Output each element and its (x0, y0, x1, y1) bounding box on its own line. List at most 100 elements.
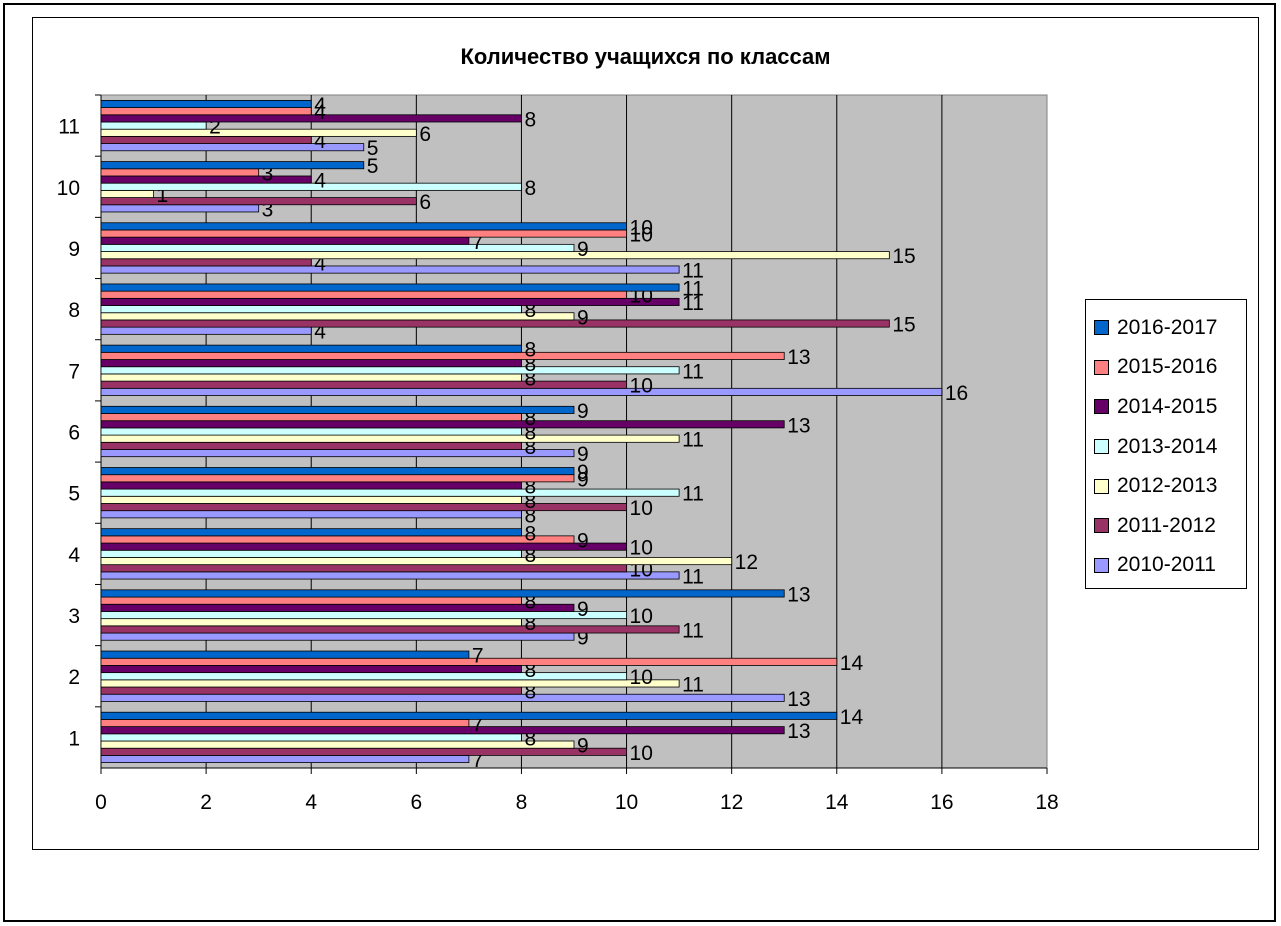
legend-item: 2011-2012 (1094, 506, 1246, 546)
x-tick-label: 18 (1035, 791, 1058, 814)
bar (101, 626, 679, 633)
data-label: 13 (787, 583, 810, 606)
bar (101, 673, 627, 680)
legend-swatch (1094, 320, 1109, 335)
bar (101, 421, 784, 428)
bar (101, 122, 206, 129)
data-label: 14 (840, 706, 864, 729)
bar (101, 115, 521, 122)
legend-swatch (1094, 399, 1109, 414)
bar (101, 259, 311, 266)
bar (101, 313, 574, 320)
y-tick-label: 4 (68, 544, 80, 567)
data-label: 7 (472, 645, 484, 668)
legend-label: 2015-2016 (1117, 355, 1217, 379)
x-tick-label: 16 (930, 791, 953, 814)
data-label: 10 (630, 375, 653, 398)
bar (101, 406, 574, 413)
bar (101, 597, 521, 604)
bar (101, 266, 679, 273)
data-label: 11 (682, 619, 704, 642)
legend-swatch (1094, 439, 1109, 454)
bar (101, 755, 469, 762)
legend-label: 2013-2014 (1117, 435, 1217, 459)
legend-item: 2012-2013 (1094, 466, 1246, 506)
bar (101, 162, 364, 169)
bar (101, 428, 521, 435)
data-label: 11 (682, 429, 704, 452)
data-label: 11 (682, 565, 704, 588)
bar (101, 543, 627, 550)
x-tick-label: 2 (200, 791, 212, 814)
data-label: 11 (682, 260, 704, 283)
bar (101, 435, 679, 442)
bar (101, 360, 521, 367)
bar (101, 511, 521, 518)
bar (101, 442, 521, 449)
bar (101, 244, 574, 251)
bar (101, 374, 521, 381)
x-tick-label: 14 (825, 791, 849, 814)
x-tick-label: 12 (720, 791, 743, 814)
legend-swatch (1094, 479, 1109, 494)
legend-swatch (1094, 360, 1109, 375)
y-tick-label: 3 (68, 605, 80, 628)
legend-label: 2014-2015 (1117, 395, 1217, 419)
legend-label: 2010-2011 (1117, 553, 1216, 577)
data-label: 11 (682, 360, 704, 383)
bar (101, 658, 837, 665)
data-label: 5 (367, 137, 379, 160)
bar (101, 633, 574, 640)
bar (101, 252, 889, 259)
bar (101, 237, 469, 244)
bar (101, 183, 521, 190)
bar (101, 190, 154, 197)
legend-item: 2013-2014 (1094, 427, 1246, 467)
x-tick-label: 10 (615, 791, 638, 814)
data-label: 8 (524, 177, 536, 200)
bar (101, 651, 469, 658)
legend-swatch (1094, 518, 1109, 533)
legend-label: 2011-2012 (1117, 514, 1216, 538)
data-label: 15 (892, 314, 915, 337)
bar (101, 381, 627, 388)
bar (101, 291, 627, 298)
data-label: 10 (630, 497, 653, 520)
bar (101, 467, 574, 474)
data-label: 6 (419, 123, 431, 146)
bar (101, 108, 311, 115)
bar (101, 550, 521, 557)
bar (101, 482, 521, 489)
bar (101, 611, 627, 618)
data-label: 11 (682, 483, 704, 506)
data-label: 8 (524, 108, 536, 131)
bar (101, 712, 837, 719)
bar (101, 529, 521, 536)
data-label: 13 (787, 346, 810, 369)
bar (101, 565, 627, 572)
y-tick-label: 8 (68, 299, 80, 322)
bar (101, 503, 627, 510)
bar (101, 367, 679, 374)
bar (101, 414, 521, 421)
data-label: 9 (577, 400, 589, 423)
data-label: 13 (787, 720, 810, 743)
y-tick-label: 1 (68, 727, 80, 750)
y-tick-label: 10 (57, 177, 80, 200)
data-label: 10 (630, 537, 653, 560)
bar (101, 665, 521, 672)
bar (101, 572, 679, 579)
data-label: 13 (787, 688, 810, 711)
bar (101, 205, 259, 212)
bar (101, 198, 416, 205)
x-tick-label: 0 (95, 791, 107, 814)
legend-item: 2015-2016 (1094, 348, 1246, 388)
x-tick-label: 8 (516, 791, 528, 814)
x-tick-label: 4 (305, 791, 317, 814)
data-label: 10 (630, 605, 653, 628)
legend-item: 2014-2015 (1094, 387, 1246, 427)
bar (101, 176, 311, 183)
bar (101, 284, 679, 291)
data-label: 16 (945, 382, 968, 405)
bar (101, 734, 521, 741)
